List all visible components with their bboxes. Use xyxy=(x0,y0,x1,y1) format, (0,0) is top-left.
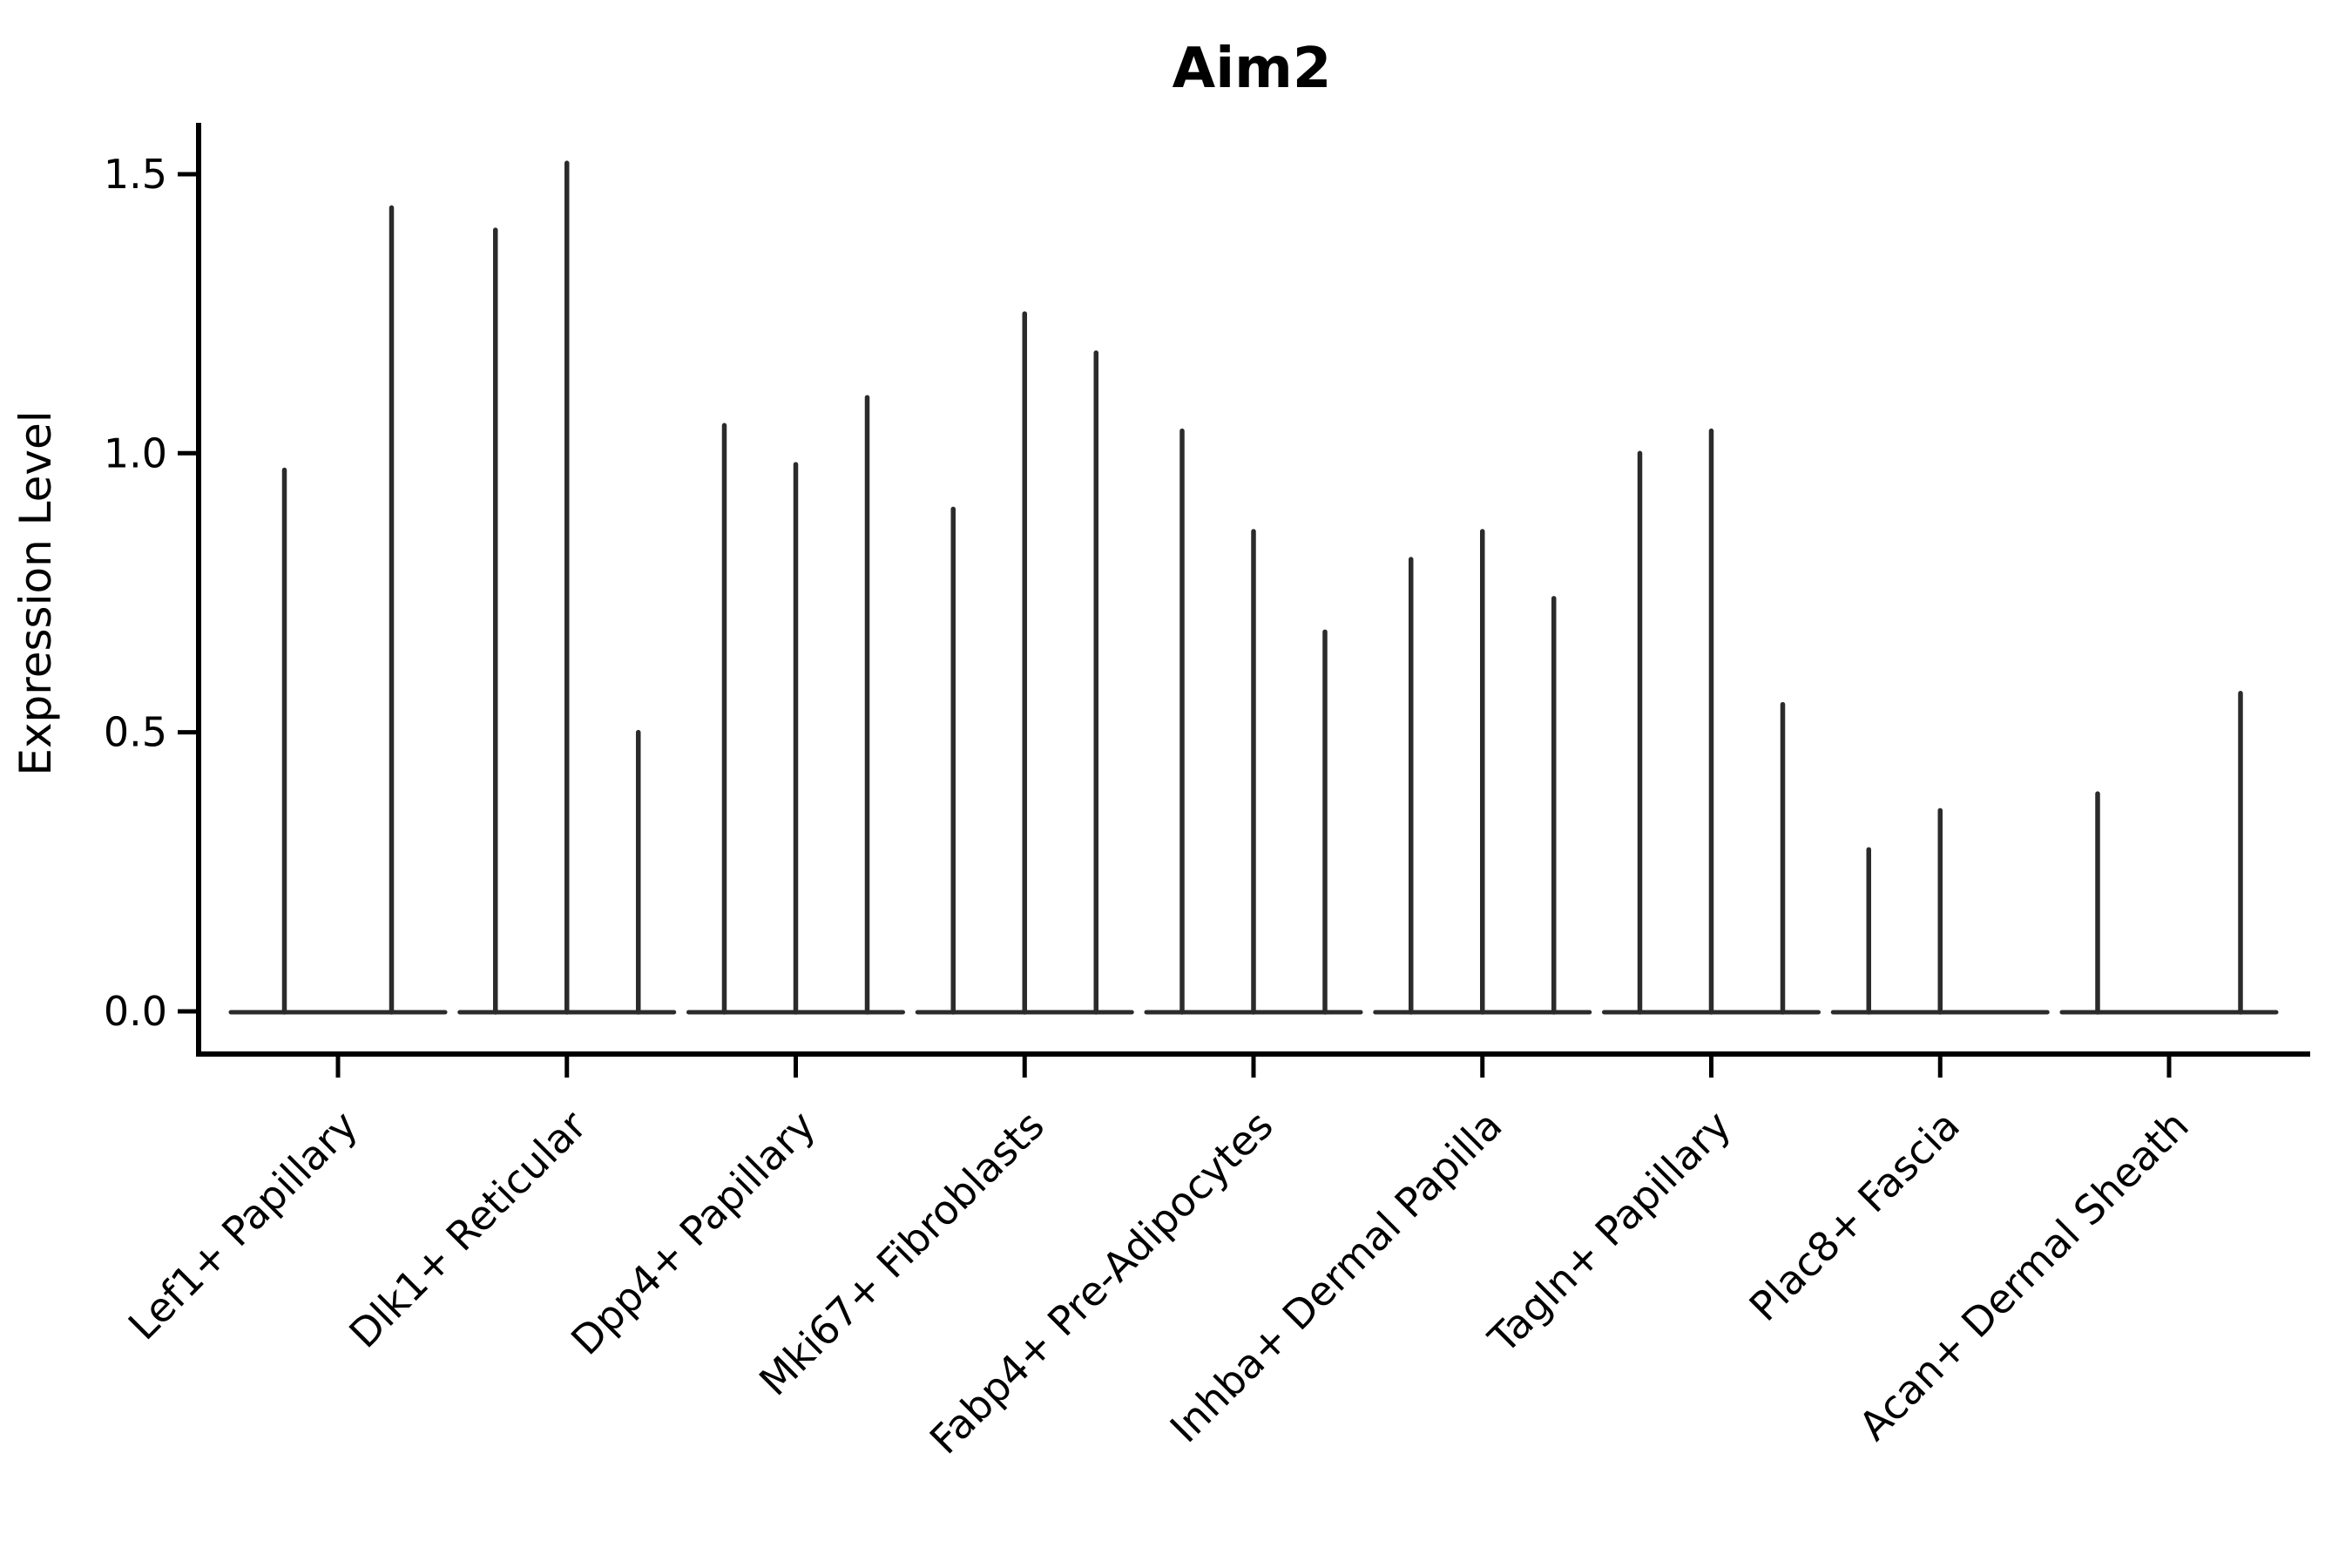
violin-group xyxy=(457,160,677,1015)
y-tick-label: 1.5 xyxy=(104,151,167,198)
violin-group xyxy=(1373,529,1592,1015)
violin-group xyxy=(228,205,448,1015)
violin-group xyxy=(1144,428,1363,1015)
y-tick-label: 0.5 xyxy=(104,709,167,756)
x-tick-label: Lef1+ Papillary xyxy=(119,1102,367,1349)
violin-group xyxy=(1830,808,2050,1015)
violins-layer xyxy=(228,160,2279,1015)
x-tick-label: Tagln+ Papillary xyxy=(1479,1102,1740,1363)
chart-title: Aim2 xyxy=(1173,37,1332,101)
violin-group xyxy=(1602,428,1821,1015)
x-tick-label: Plac8+ Fascia xyxy=(1740,1102,1969,1330)
y-axis-label: Expression Level xyxy=(10,410,61,775)
violin-group xyxy=(2059,691,2279,1015)
y-tick-label: 1.0 xyxy=(104,429,167,476)
y-tick-label: 0.0 xyxy=(104,988,167,1035)
violin-group xyxy=(915,311,1134,1015)
x-tick-label: Dpp4+ Papillary xyxy=(562,1102,824,1364)
y-axis-ticks: 0.0 0.5 1.0 1.5 xyxy=(104,151,199,1035)
x-tick-label: Dlk1+ Reticular xyxy=(340,1102,595,1357)
violin-group xyxy=(686,395,905,1015)
